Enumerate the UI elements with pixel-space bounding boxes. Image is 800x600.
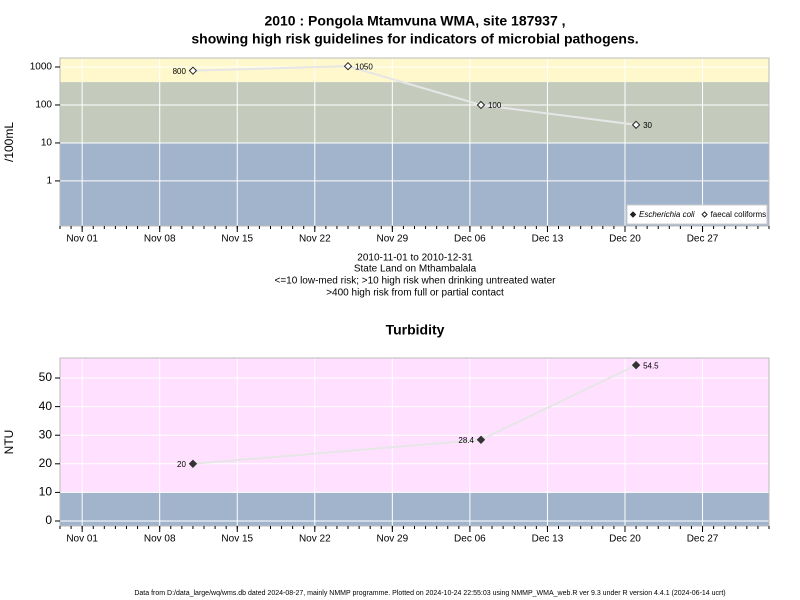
y-tick-label: 40 (39, 399, 53, 413)
x-tick-label: Dec 20 (609, 534, 641, 545)
x-tick-label: Nov 08 (144, 234, 176, 245)
x-tick-label: Dec 27 (687, 534, 719, 545)
x-tick-label: Nov 01 (66, 534, 98, 545)
data-point (343, 61, 353, 71)
x-tick-label: Dec 06 (454, 234, 486, 245)
data-label: 100 (488, 101, 502, 110)
y-axis-label: NTU (2, 430, 16, 455)
data-point (631, 360, 641, 370)
footer: Data from D:/data_large/wq/wms.db dated … (134, 590, 725, 597)
data-label: 54.5 (643, 361, 659, 370)
x-tick-label: Nov 22 (299, 534, 331, 545)
legend-marker (629, 211, 637, 218)
risk-band (60, 358, 769, 493)
x-tick-label: Dec 20 (609, 234, 641, 245)
y-tick-label: 10 (41, 138, 53, 149)
risk-band (60, 82, 769, 143)
title: 2010 : Pongola Mtamvuna WMA, site 187937… (264, 13, 565, 29)
risk-band (60, 58, 769, 83)
data-point (188, 459, 198, 469)
data-label: 30 (643, 121, 652, 130)
y-tick-label: 20 (39, 456, 53, 470)
x-tick-label: Dec 13 (532, 534, 564, 545)
y-tick-label: 10 (39, 485, 53, 499)
note: State Land on Mthambalala (354, 264, 477, 275)
data-label: 20 (177, 460, 186, 469)
data-label: 800 (173, 67, 187, 76)
legend-label: faecal coliforms (711, 210, 767, 219)
data-point (476, 100, 486, 110)
legend-label: Escherichia coli (639, 210, 695, 219)
x-tick-label: Dec 13 (532, 234, 564, 245)
x-tick-label: Dec 06 (454, 534, 486, 545)
x-tick-label: Nov 15 (221, 234, 253, 245)
legend-marker (701, 211, 708, 218)
note: <=10 low-med risk; >10 high risk when dr… (275, 276, 557, 287)
data-point (476, 435, 486, 444)
data-point (631, 120, 641, 130)
x-tick-label: Nov 08 (144, 534, 176, 545)
x-tick-label: Nov 29 (377, 534, 409, 545)
y-tick-label: 50 (39, 370, 53, 384)
chart-title: Turbidity (386, 322, 445, 338)
y-tick-label: 1 (46, 176, 52, 187)
subtitle: showing high risk guidelines for indicat… (191, 31, 638, 47)
x-tick-label: Nov 29 (377, 234, 409, 245)
y-tick-label: 30 (39, 427, 53, 441)
x-tick-label: Dec 27 (687, 234, 719, 245)
note: >400 high risk from full or partial cont… (326, 288, 504, 299)
risk-band (60, 492, 769, 526)
series-line (192, 65, 637, 126)
note: 2010-11-01 to 2010-12-31 (357, 253, 473, 264)
y-tick-label: 1000 (30, 62, 53, 73)
legend-box (626, 204, 768, 225)
y-tick-label: 100 (35, 100, 52, 111)
data-point (188, 66, 198, 75)
x-tick-label: Nov 15 (221, 534, 253, 545)
x-tick-label: Nov 22 (299, 234, 331, 245)
x-tick-label: Nov 01 (66, 234, 98, 245)
y-tick-label: 0 (45, 513, 52, 527)
data-label: 28.4 (458, 436, 474, 445)
y-axis-label: /100mL (2, 122, 16, 162)
data-label: 1050 (355, 62, 373, 71)
